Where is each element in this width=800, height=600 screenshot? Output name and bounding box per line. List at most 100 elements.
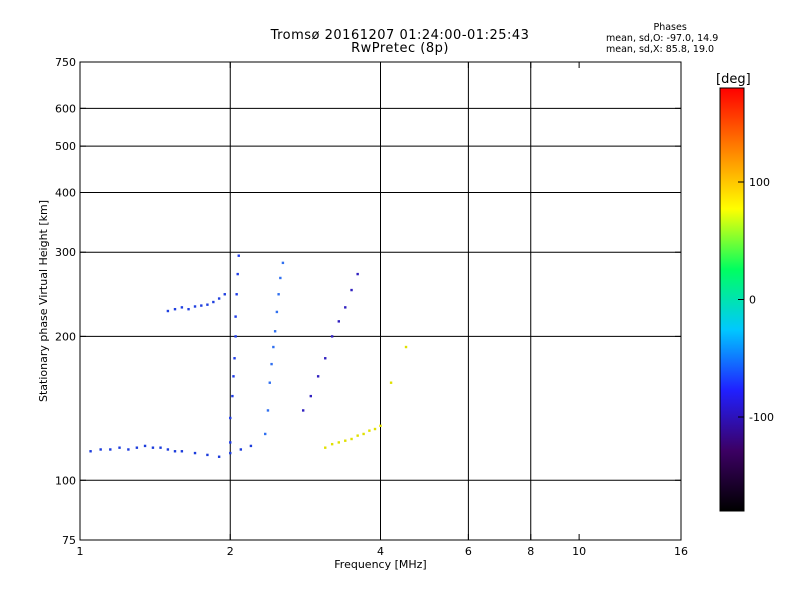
phase-stats: Phases mean, sd,O: -97.0, 14.9 mean, sd,… (606, 22, 718, 55)
y-tick-label: 200 (55, 330, 76, 343)
data-point (301, 409, 305, 412)
data-point (368, 429, 371, 432)
y-axis-label: Stationary phase Virtual Height [km] (37, 200, 50, 402)
phase-stats-title: Phases (653, 22, 687, 33)
data-point (234, 315, 237, 318)
y-tick-label: 500 (55, 140, 76, 153)
data-point (193, 305, 197, 308)
data-point (180, 306, 184, 309)
data-point (229, 451, 232, 455)
data-point (379, 424, 382, 428)
data-point (143, 444, 147, 448)
data-point (373, 427, 377, 431)
data-point (264, 432, 267, 436)
x-tick-label: 4 (377, 545, 384, 558)
data-point (229, 441, 232, 444)
data-point (231, 394, 234, 398)
data-point (151, 446, 155, 449)
y-tick-label: 100 (55, 474, 76, 487)
data-point (337, 441, 341, 444)
data-point (316, 375, 320, 378)
data-point (330, 442, 334, 446)
grid-lines (80, 62, 681, 540)
data-point (270, 362, 273, 366)
y-tick-label: 400 (55, 186, 76, 199)
data-point (166, 309, 170, 313)
data-point (273, 330, 277, 333)
data-point (235, 293, 238, 296)
data-point (239, 448, 243, 451)
data-point (187, 307, 190, 311)
data-point (266, 409, 270, 412)
data-point (180, 450, 184, 453)
colorbar-tick-label: 0 (749, 294, 756, 307)
y-tick-label: 300 (55, 246, 76, 259)
data-point (135, 446, 139, 449)
x-tick-label: 10 (572, 545, 586, 558)
data-point (118, 446, 121, 449)
y-tick-label: 750 (55, 56, 76, 69)
data-point (344, 306, 347, 309)
data-point (279, 276, 282, 280)
colorbar-tick-label: 100 (749, 176, 770, 189)
data-point (159, 446, 162, 449)
x-tick-label: 1 (77, 545, 84, 558)
data-point (337, 320, 341, 323)
data-point (233, 357, 236, 360)
phase-colorbar: 100 0 -100 (719, 87, 774, 512)
data-point (217, 455, 221, 458)
data-point (350, 288, 353, 292)
colorbar-tick-label: -100 (749, 411, 774, 424)
x-tick-label: 6 (465, 545, 472, 558)
data-point (324, 446, 327, 449)
y-axis: 75 100 200 300 400 500 600 750 (55, 56, 681, 547)
data-point (232, 375, 235, 378)
phase-stats-x-mode: mean, sd,X: 85.8, 19.0 (606, 44, 715, 55)
data-point (200, 304, 203, 307)
data-point (389, 381, 393, 384)
data-point (356, 434, 359, 437)
x-axis: 1 2 4 6 8 10 16 (77, 62, 688, 558)
data-point (212, 300, 215, 304)
data-points (89, 254, 408, 458)
data-point (217, 297, 221, 300)
x-tick-label: 2 (227, 545, 234, 558)
data-point (356, 272, 359, 276)
data-point (206, 303, 209, 306)
data-point (277, 293, 280, 296)
data-point (223, 293, 226, 296)
data-point (324, 357, 327, 360)
data-point (404, 345, 408, 349)
data-point (173, 307, 177, 311)
y-tick-label: 600 (55, 102, 76, 115)
data-point (281, 261, 285, 265)
x-tick-label: 8 (527, 545, 534, 558)
data-point (272, 345, 275, 349)
data-point (99, 448, 102, 451)
colorbar-label: [deg] (716, 72, 751, 87)
data-point (193, 451, 197, 455)
phase-stats-o-mode: mean, sd,O: -97.0, 14.9 (606, 33, 719, 44)
data-point (229, 416, 232, 420)
data-point (173, 450, 177, 453)
data-point (309, 394, 312, 398)
data-point (362, 432, 365, 436)
data-point (234, 335, 237, 338)
data-point (350, 437, 353, 441)
data-point (236, 272, 239, 276)
chart-title: Tromsø 20161207 01:24:00-01:25:43 (270, 28, 530, 43)
data-point (344, 439, 347, 442)
x-tick-label: 16 (674, 545, 688, 558)
data-point (237, 254, 240, 257)
data-point (268, 381, 271, 384)
data-point (127, 448, 130, 451)
x-axis-label: Frequency [MHz] (334, 558, 426, 571)
data-point (206, 453, 209, 457)
data-point (89, 450, 92, 453)
data-point (330, 335, 334, 338)
data-point (275, 310, 279, 314)
chart-subtitle: RwPretec (8p) (351, 41, 449, 56)
data-point (249, 444, 253, 448)
data-point (166, 448, 170, 451)
